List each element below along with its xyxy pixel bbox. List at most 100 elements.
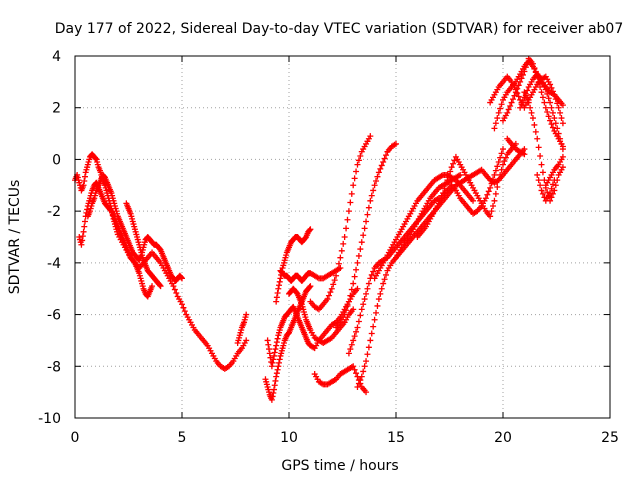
data-point — [81, 177, 88, 184]
data-point — [549, 181, 556, 188]
data-point — [358, 373, 365, 380]
data-point — [501, 158, 508, 165]
data-point — [515, 82, 522, 89]
data-point — [537, 182, 544, 189]
data-point — [348, 190, 355, 197]
data-point — [347, 199, 354, 206]
data-point — [278, 268, 285, 275]
data-point — [557, 135, 564, 142]
data-point — [497, 154, 504, 161]
data-point — [451, 157, 458, 164]
data-point — [333, 272, 340, 279]
data-point — [370, 268, 377, 275]
data-point — [554, 100, 561, 107]
data-point — [377, 290, 384, 297]
data-point — [347, 292, 354, 299]
data-point — [488, 180, 495, 187]
data-point — [351, 366, 358, 373]
y-tick-label: -4 — [47, 256, 61, 272]
data-point — [378, 285, 385, 292]
data-point — [549, 124, 556, 131]
data-point — [537, 152, 544, 159]
data-point — [539, 94, 546, 101]
data-point — [368, 330, 375, 337]
data-point — [531, 65, 538, 72]
data-point — [559, 153, 566, 160]
data-point — [353, 370, 360, 377]
data-point — [383, 152, 390, 159]
data-point — [490, 202, 497, 209]
data-point — [538, 76, 545, 83]
data-point — [344, 216, 351, 223]
data-point — [515, 93, 522, 100]
data-point — [350, 280, 357, 287]
data-point — [535, 177, 542, 184]
data-point — [354, 259, 361, 266]
data-point — [548, 185, 555, 192]
data-point — [492, 190, 499, 197]
data-point — [541, 194, 548, 201]
data-point — [351, 273, 358, 280]
data-point — [360, 368, 367, 375]
data-point — [547, 99, 554, 106]
data-point — [354, 285, 361, 292]
data-point — [555, 130, 562, 137]
data-point — [353, 168, 360, 175]
data-point — [495, 109, 502, 116]
data-point — [350, 182, 357, 189]
y-axis-label: SDTVAR / TECUs — [7, 180, 23, 295]
data-point — [364, 211, 371, 218]
data-point — [270, 356, 277, 363]
data-point — [270, 390, 277, 397]
data-point — [542, 104, 549, 111]
plot-frame — [74, 55, 611, 419]
data-point — [354, 383, 361, 390]
data-point — [557, 109, 564, 116]
data-point — [354, 324, 361, 331]
data-point — [363, 290, 370, 297]
data-point — [179, 275, 185, 282]
y-tick-label: -10 — [38, 411, 61, 427]
data-point — [492, 120, 499, 127]
data-point — [371, 182, 378, 189]
data-point — [276, 356, 283, 363]
data-point — [327, 289, 334, 296]
data-point — [373, 177, 380, 184]
data-point — [508, 99, 515, 106]
data-point — [539, 79, 546, 86]
y-tick-label: 0 — [52, 152, 61, 168]
data-point — [156, 282, 163, 289]
data-point — [271, 382, 278, 389]
data-point — [500, 146, 506, 153]
data-point — [357, 152, 364, 159]
data-point — [373, 309, 380, 316]
data-point — [509, 96, 516, 103]
data-point — [559, 102, 566, 109]
data-point — [548, 104, 555, 111]
data-point — [180, 304, 187, 311]
data-point — [368, 271, 375, 278]
x-tick-label: 10 — [280, 430, 298, 446]
data-point — [559, 164, 566, 171]
data-point — [360, 301, 367, 308]
data-point — [357, 312, 364, 319]
data-point — [278, 271, 285, 278]
data-point — [345, 298, 352, 305]
data-point — [378, 162, 385, 169]
data-point — [272, 346, 279, 353]
data-point — [504, 109, 511, 116]
data-point — [273, 294, 280, 301]
data-point — [498, 150, 505, 157]
data-point — [521, 89, 528, 96]
data-point — [351, 175, 358, 182]
data-point — [266, 346, 273, 353]
data-point — [351, 333, 358, 340]
data-point — [512, 89, 519, 96]
data-point — [353, 328, 360, 335]
x-tick-label: 20 — [494, 430, 512, 446]
data-point — [361, 296, 368, 303]
data-point — [370, 323, 377, 330]
data-point — [490, 176, 497, 183]
data-point — [482, 195, 489, 202]
